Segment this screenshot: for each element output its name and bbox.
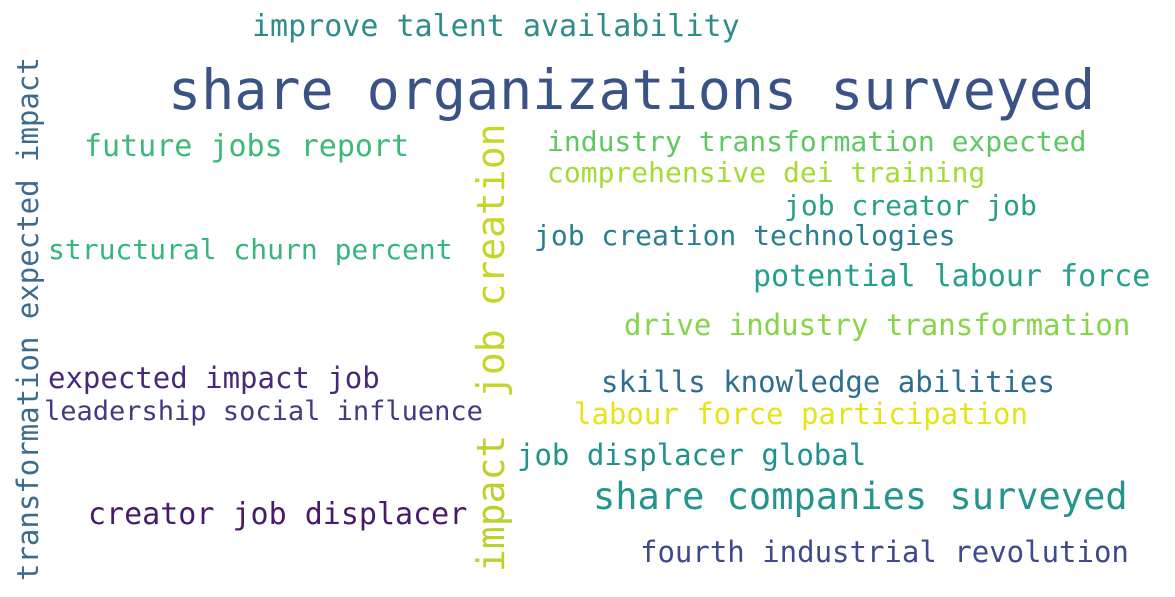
word-job-displacer-global: job displacer global	[517, 438, 867, 472]
word-share-companies-surveyed: share companies surveyed	[593, 475, 1128, 518]
word-skills-knowledge-abilities: skills knowledge abilities	[601, 365, 1055, 399]
word-drive-industry-transformation: drive industry transformation	[624, 308, 1131, 342]
word-creator-job-displacer: creator job displacer	[88, 497, 468, 532]
word-share-organizations-surveyed: share organizations surveyed	[168, 58, 1096, 122]
word-labour-force-participation: labour force participation	[574, 397, 1028, 431]
word-industry-transformation-expected: industry transformation expected	[547, 125, 1087, 158]
word-improve-talent-availability: improve talent availability	[252, 9, 740, 44]
word-leadership-social-influence: leadership social influence	[44, 396, 483, 427]
word-transformation-expected-impact: transformation expected impact	[11, 57, 45, 581]
word-job-creation: job creation	[469, 123, 513, 398]
word-job-creator-job: job creator job	[784, 189, 1037, 222]
word-fourth-industrial-revolution: fourth industrial revolution	[640, 535, 1129, 569]
word-expected-impact-job: expected impact job	[48, 361, 380, 395]
word-structural-churn-percent: structural churn percent	[48, 233, 453, 266]
word-comprehensive-dei-training: comprehensive dei training	[547, 156, 986, 189]
word-future-jobs-report: future jobs report	[84, 129, 410, 164]
word-impact: impact	[469, 434, 513, 572]
word-potential-labour-force: potential labour force	[753, 259, 1151, 294]
word-job-creation-technologies: job creation technologies	[534, 219, 956, 252]
